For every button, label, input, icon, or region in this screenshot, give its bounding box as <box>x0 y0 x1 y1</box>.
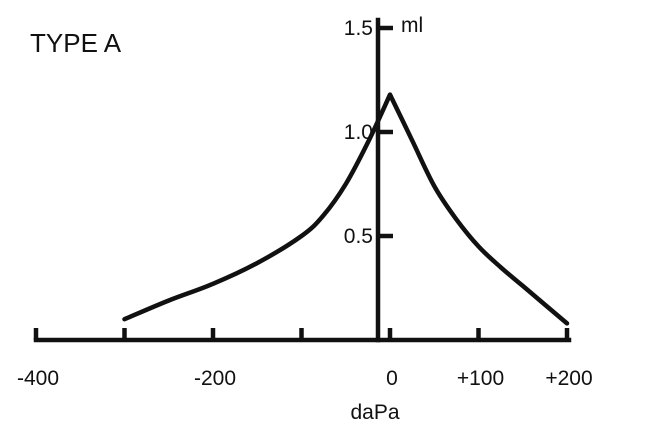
tick-labels: -400 -200 0 +100 +200 0.5 1.0 1.5 <box>17 17 593 390</box>
y-tick-label: 1.0 <box>344 121 373 144</box>
y-tick-label: 0.5 <box>344 225 373 248</box>
y-unit-label: ml <box>401 14 423 37</box>
x-tick-label: +100 <box>457 367 504 390</box>
x-tick-label: -200 <box>194 367 236 390</box>
x-axis-label: daPa <box>350 401 399 424</box>
x-tick-label: -400 <box>17 367 59 390</box>
x-tick-label: +200 <box>545 367 592 390</box>
chart-title: TYPE A <box>30 28 122 58</box>
axes <box>36 20 569 340</box>
x-tick-label: 0 <box>386 367 398 390</box>
y-tick-label: 1.5 <box>344 17 373 40</box>
